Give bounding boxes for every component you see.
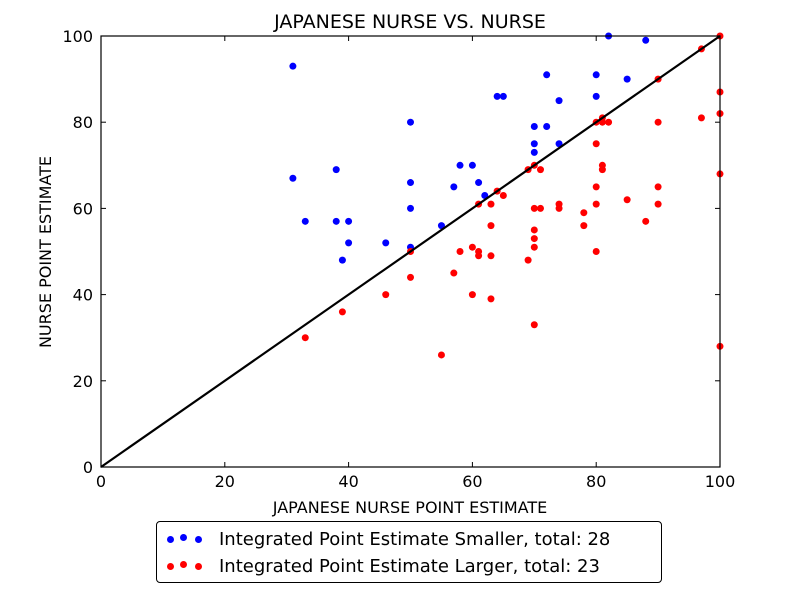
y-tick-label-4: 80 bbox=[73, 113, 93, 132]
series-1-point-23 bbox=[530, 226, 538, 234]
series-0-point-6 bbox=[345, 217, 353, 225]
y-tick-label-2: 40 bbox=[73, 286, 93, 305]
series-0-point-20 bbox=[499, 92, 507, 100]
series-1-point-41 bbox=[598, 166, 606, 174]
series-1-point-47 bbox=[654, 183, 662, 191]
y-tick-label-0: 0 bbox=[83, 458, 93, 477]
series-1-point-30 bbox=[555, 204, 563, 212]
series-1-point-15 bbox=[487, 252, 495, 260]
series-1-point-22 bbox=[530, 204, 538, 212]
series-0-point-13 bbox=[437, 222, 445, 230]
chart-title: JAPANESE NURSE VS. NURSE bbox=[273, 11, 546, 33]
series-1-point-46 bbox=[654, 118, 662, 126]
legend: Integrated Point Estimate Smaller, total… bbox=[156, 521, 662, 583]
plot-frame bbox=[100, 35, 721, 468]
series-0-point-25 bbox=[543, 123, 551, 131]
series-1-point-9 bbox=[468, 291, 476, 299]
series-0-point-32 bbox=[642, 36, 650, 44]
x-tick-label-1: 20 bbox=[215, 472, 235, 491]
series-1-point-35 bbox=[592, 183, 600, 191]
legend-entry-larger: Integrated Point Estimate Larger, total:… bbox=[165, 553, 600, 579]
series-0-point-17 bbox=[475, 179, 483, 187]
plot-area: 0 20 40 60 80 100 0 20 40 60 80 100 bbox=[62, 27, 735, 491]
series-1-point-34 bbox=[592, 140, 600, 148]
series-0-point-28 bbox=[592, 71, 600, 79]
series-1-point-48 bbox=[654, 200, 662, 208]
legend-marker-red bbox=[165, 553, 213, 579]
series-1-point-26 bbox=[530, 321, 538, 329]
series-1-point-6 bbox=[450, 269, 458, 277]
series-1-point-27 bbox=[536, 166, 544, 174]
y-tick-label-1: 20 bbox=[73, 372, 93, 391]
series-0-point-21 bbox=[530, 123, 538, 131]
series-0-point-23 bbox=[530, 148, 538, 156]
series-0-point-19 bbox=[493, 92, 501, 100]
y-axis-label: NURSE POINT ESTIMATE bbox=[36, 156, 55, 348]
series-0-point-10 bbox=[407, 179, 414, 187]
series-0-point-26 bbox=[555, 97, 563, 105]
series-1-point-28 bbox=[536, 204, 544, 212]
x-tick-label-0: 0 bbox=[96, 472, 106, 491]
series-1-point-32 bbox=[580, 222, 588, 230]
series-1-point-5 bbox=[437, 351, 445, 359]
series-1-point-37 bbox=[592, 248, 600, 255]
series-1-point-12 bbox=[475, 252, 483, 260]
series-1-point-0 bbox=[301, 334, 309, 342]
legend-marker-blue bbox=[165, 526, 213, 552]
series-0-point-8 bbox=[382, 239, 390, 247]
series-1-point-24 bbox=[530, 235, 538, 243]
x-tick-label-2: 40 bbox=[338, 472, 358, 491]
x-tick-label-3: 60 bbox=[462, 472, 482, 491]
series-1-point-42 bbox=[605, 118, 613, 126]
series-1-point-8 bbox=[468, 243, 476, 251]
series-1-point-31 bbox=[580, 209, 588, 217]
series-0-point-22 bbox=[530, 140, 538, 148]
legend-label-larger: Integrated Point Estimate Larger, total:… bbox=[219, 555, 600, 577]
x-tick-label-5: 100 bbox=[705, 472, 736, 491]
series-0-point-7 bbox=[345, 239, 353, 247]
series-0-point-9 bbox=[407, 118, 414, 126]
series-0-point-5 bbox=[338, 256, 346, 264]
series-0-point-16 bbox=[468, 161, 476, 169]
series-1-point-7 bbox=[456, 248, 464, 255]
series-0-point-0 bbox=[289, 62, 297, 70]
series-0-point-27 bbox=[555, 140, 563, 148]
series-0-point-2 bbox=[301, 217, 309, 225]
series-0-point-31 bbox=[623, 75, 631, 83]
legend-entry-smaller: Integrated Point Estimate Smaller, total… bbox=[165, 526, 610, 552]
series-1-point-39 bbox=[598, 118, 606, 126]
series-1-point-43 bbox=[623, 196, 631, 204]
series-0-point-3 bbox=[332, 166, 340, 174]
series-1-point-14 bbox=[487, 222, 495, 230]
y-tick-label-3: 60 bbox=[73, 199, 93, 218]
series-0-point-29 bbox=[592, 92, 600, 100]
series-1-point-25 bbox=[530, 243, 538, 251]
series-1-point-16 bbox=[487, 295, 495, 303]
series-1-point-44 bbox=[642, 217, 650, 225]
series-1-point-4 bbox=[407, 273, 414, 281]
series-1-point-2 bbox=[382, 291, 390, 299]
series-0-point-4 bbox=[332, 217, 340, 225]
series-1-point-50 bbox=[697, 114, 705, 122]
x-tick-label-4: 80 bbox=[586, 472, 606, 491]
series-0-point-18 bbox=[481, 191, 489, 199]
series-0-point-1 bbox=[289, 174, 297, 182]
series-0-point-15 bbox=[456, 161, 464, 169]
series-1-point-1 bbox=[338, 308, 346, 316]
series-1-point-20 bbox=[524, 256, 532, 264]
series-1-point-36 bbox=[592, 200, 600, 208]
series-1-point-13 bbox=[487, 200, 495, 208]
series-0-point-14 bbox=[450, 183, 458, 191]
y-tick-label-5: 100 bbox=[62, 27, 93, 46]
series-0-point-24 bbox=[543, 71, 551, 79]
series-1-point-18 bbox=[499, 191, 507, 199]
series-0-point-11 bbox=[407, 204, 414, 212]
legend-label-smaller: Integrated Point Estimate Smaller, total… bbox=[219, 528, 611, 550]
x-axis-label: JAPANESE NURSE POINT ESTIMATE bbox=[272, 498, 547, 517]
reference-line bbox=[100, 35, 721, 468]
